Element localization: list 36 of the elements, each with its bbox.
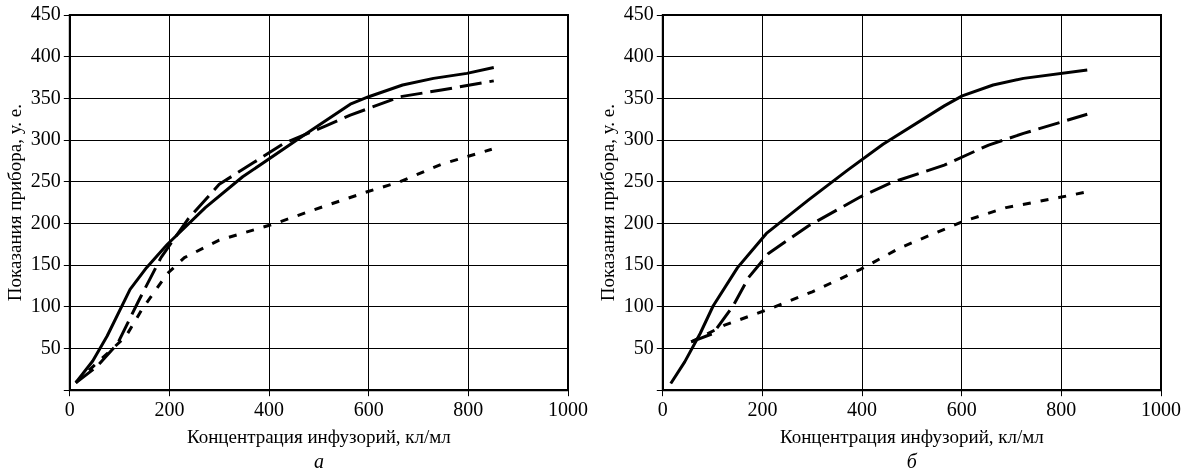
- x-tick-label: 600: [353, 398, 384, 421]
- x-tick-label: 400: [847, 398, 878, 421]
- y-tick-label: 50: [633, 335, 654, 358]
- x-tick-label: 200: [747, 398, 778, 421]
- y-tick-label: 150: [623, 252, 654, 275]
- y-tick-label: 250: [623, 169, 654, 192]
- x-tick-label: 400: [254, 398, 285, 421]
- y-tick-label: 150: [30, 252, 61, 275]
- x-tick-label: 0: [64, 398, 75, 421]
- y-axis-title: Показания прибора, у. е.: [4, 104, 26, 302]
- y-tick-label: 450: [30, 2, 61, 25]
- y-tick-label: 350: [30, 85, 61, 108]
- y-tick-label: 400: [623, 43, 654, 66]
- y-tick-label: 100: [30, 294, 61, 317]
- x-axis-title: Концентрация инфузорий, кл/мл: [779, 425, 1045, 447]
- text: б: [906, 450, 918, 473]
- y-tick-label: 300: [30, 127, 61, 150]
- y-tick-label: 50: [40, 335, 61, 358]
- x-tick-label: 1000: [548, 398, 588, 421]
- y-axis-title: Показания прибора, у. е.: [597, 104, 619, 302]
- x-tick-label: 200: [154, 398, 185, 421]
- y-tick-label: 450: [623, 2, 654, 25]
- x-axis-title: Концентрация инфузорий, кл/мл: [186, 425, 452, 447]
- x-tick-label: 1000: [1141, 398, 1181, 421]
- x-tick-label: 0: [657, 398, 668, 421]
- x-tick-label: 600: [946, 398, 977, 421]
- y-tick-label: 400: [30, 43, 61, 66]
- y-tick-label: 200: [30, 210, 61, 233]
- x-tick-label: 800: [453, 398, 484, 421]
- y-tick-label: 100: [623, 294, 654, 317]
- y-tick-label: 350: [623, 85, 654, 108]
- x-tick-label: 800: [1046, 398, 1077, 421]
- text: а: [313, 450, 324, 473]
- y-tick-label: 300: [623, 127, 654, 150]
- y-tick-label: 250: [30, 169, 61, 192]
- y-tick-label: 200: [623, 210, 654, 233]
